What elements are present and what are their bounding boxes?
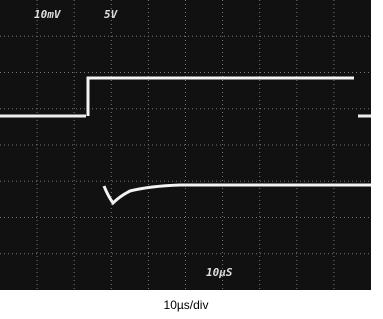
channel-2-scale: 5V xyxy=(104,8,119,21)
channel-1-scale: 10mV xyxy=(34,8,62,21)
time-readout: 10µS xyxy=(206,266,233,279)
caption: 10µs/div xyxy=(164,298,209,312)
scope-view: 10mV 5V 10µS 10µs/div xyxy=(0,0,383,319)
page: 10mV 5V 10µS 10µs/div (() => { const dat… xyxy=(0,0,383,319)
